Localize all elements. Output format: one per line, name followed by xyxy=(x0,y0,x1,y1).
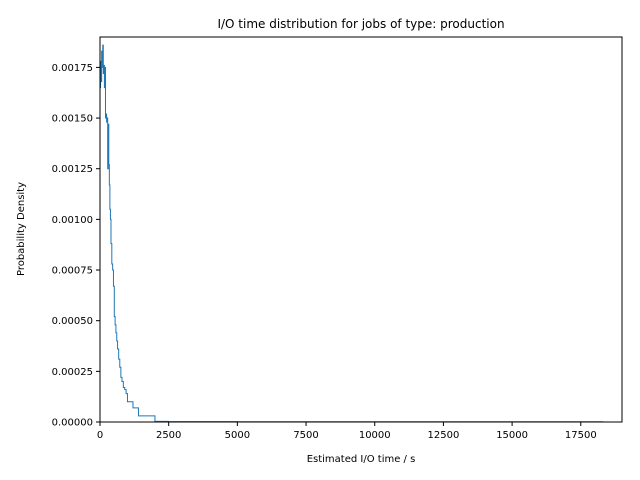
x-tick-label: 7500 xyxy=(293,430,318,441)
x-tick-label: 2500 xyxy=(156,430,181,441)
plot-area-frame xyxy=(99,36,623,423)
y-tick-label: 0.00150 xyxy=(52,114,93,125)
x-tick-label: 12500 xyxy=(428,430,460,441)
x-tick-label: 15000 xyxy=(496,430,528,441)
x-tick-label: 0 xyxy=(97,430,103,441)
y-tick-label: 0.00100 xyxy=(52,215,93,226)
x-tick-label: 17500 xyxy=(565,430,597,441)
y-axis-ticks: 0.00000 0.00025 0.00050 0.00075 0.00100 0.001… xyxy=(52,63,100,429)
y-tick-label: 0.00000 xyxy=(52,418,93,429)
x-axis-ticks: 0 2500 5000 7500 10000 12500 15000 17500 xyxy=(97,422,597,441)
y-tick-label: 0.00075 xyxy=(52,266,93,277)
y-tick-label: 0.00025 xyxy=(52,367,93,378)
y-tick-label: 0.00175 xyxy=(52,63,93,74)
x-tick-label: 5000 xyxy=(225,430,250,441)
y-axis-label: Probability Density xyxy=(16,182,27,276)
x-axis-label: Estimated I/O time / s xyxy=(307,454,416,465)
density-series-line xyxy=(100,44,604,423)
y-tick-label: 0.00125 xyxy=(52,164,93,175)
y-tick-label: 0.00050 xyxy=(52,316,93,327)
x-tick-label: 10000 xyxy=(359,430,391,441)
chart-title: I/O time distribution for jobs of type: … xyxy=(217,17,504,31)
